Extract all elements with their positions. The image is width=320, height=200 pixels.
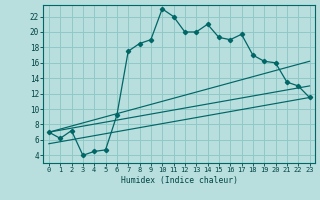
X-axis label: Humidex (Indice chaleur): Humidex (Indice chaleur) xyxy=(121,176,238,185)
